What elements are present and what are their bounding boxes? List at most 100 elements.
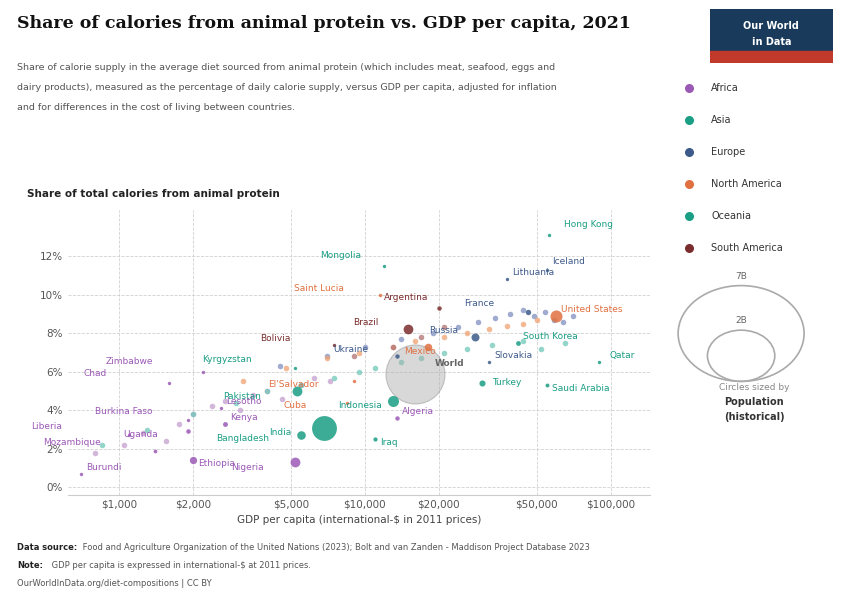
Point [162, 379, 176, 388]
Point [260, 386, 274, 396]
Point [214, 404, 228, 413]
Point [468, 332, 481, 342]
Text: Note:: Note: [17, 561, 43, 570]
Point [323, 377, 337, 386]
Text: Pakistan: Pakistan [223, 392, 261, 401]
Text: Liberia: Liberia [31, 422, 62, 431]
Point [88, 448, 102, 457]
Text: South America: South America [711, 243, 783, 253]
Point [186, 409, 200, 419]
Point [273, 361, 286, 371]
Text: Food and Agriculture Organization of the United Nations (2023); Bolt and van Zan: Food and Agriculture Organization of the… [80, 543, 590, 552]
Point [320, 352, 333, 361]
Point [218, 419, 232, 428]
Point [421, 342, 434, 352]
Point [558, 338, 571, 347]
Text: Mexico: Mexico [404, 347, 435, 356]
Point [136, 428, 150, 438]
Text: Indonesia: Indonesia [338, 401, 382, 410]
Point [528, 311, 541, 321]
Text: (historical): (historical) [724, 412, 785, 422]
Point [353, 367, 366, 377]
Text: North America: North America [711, 179, 782, 189]
Point [592, 358, 606, 367]
Point [317, 423, 331, 433]
Text: Share of calories from animal protein vs. GDP per capita, 2021: Share of calories from animal protein vs… [17, 15, 631, 32]
Point [341, 398, 354, 407]
Point [427, 328, 440, 338]
Point [140, 425, 154, 434]
Point [415, 332, 428, 342]
Text: Data source:: Data source: [17, 543, 77, 552]
Point [294, 431, 308, 440]
Point [501, 275, 514, 284]
Point [347, 352, 360, 361]
Text: Population: Population [724, 397, 785, 407]
Point [386, 396, 400, 406]
Text: dairy products), measured as the percentage of daily calorie supply, versus GDP : dairy products), measured as the percent… [17, 83, 557, 92]
Point [206, 401, 219, 411]
Text: Iraq: Iraq [380, 438, 398, 447]
Text: Our World: Our World [744, 21, 799, 31]
Point [542, 230, 556, 240]
Point [74, 469, 88, 479]
Point [451, 323, 465, 332]
Text: El'Salvador: El'Salvador [269, 380, 319, 389]
Point [218, 396, 232, 406]
Text: Uganda: Uganda [124, 430, 158, 439]
Point [117, 440, 131, 450]
Text: 2B: 2B [735, 316, 747, 325]
Bar [710, 51, 833, 63]
Text: Slovakia: Slovakia [494, 351, 532, 360]
Text: in Data: in Data [751, 37, 791, 47]
Text: Russia: Russia [428, 326, 458, 335]
Text: Circles sized by: Circles sized by [719, 383, 790, 392]
Point [538, 307, 552, 317]
Point [275, 394, 289, 404]
Text: Cuba: Cuba [284, 401, 307, 410]
Point [566, 311, 580, 321]
Point [482, 358, 496, 367]
Text: OurWorldInData.org/diet-compositions | CC BY: OurWorldInData.org/diet-compositions | C… [17, 579, 212, 588]
Point [122, 431, 136, 440]
Text: Oceania: Oceania [711, 211, 751, 221]
Text: Saudi Arabia: Saudi Arabia [552, 384, 609, 393]
Point [181, 427, 195, 436]
Text: Zimbabwe: Zimbabwe [105, 357, 153, 366]
Text: Africa: Africa [711, 83, 739, 93]
Point [511, 338, 524, 347]
Text: Ethiopia: Ethiopia [198, 459, 235, 468]
Point [347, 377, 360, 386]
Point [530, 315, 543, 325]
Point [148, 446, 162, 455]
Point [401, 325, 415, 334]
Point [540, 380, 553, 390]
Point [373, 290, 387, 299]
X-axis label: GDP per capita (international-$ in 2011 prices): GDP per capita (international-$ in 2011 … [237, 515, 481, 526]
Text: Mongolia: Mongolia [320, 251, 361, 260]
Point [377, 261, 391, 271]
Point [482, 325, 496, 334]
Text: Algeria: Algeria [402, 407, 434, 416]
Text: Chad: Chad [84, 368, 107, 377]
Text: Nigeria: Nigeria [231, 463, 264, 472]
Text: GDP per capita is expressed in international-$ at 2011 prices.: GDP per capita is expressed in internati… [49, 561, 311, 570]
Point [485, 340, 499, 350]
Point [549, 311, 563, 321]
Text: India: India [269, 428, 292, 437]
Text: Argentina: Argentina [384, 293, 428, 302]
Point [196, 367, 210, 377]
Point [172, 419, 185, 428]
Point [294, 380, 308, 390]
Text: 7B: 7B [735, 272, 747, 281]
Point [408, 336, 422, 346]
Point [408, 369, 422, 379]
Text: Lithuania: Lithuania [513, 268, 555, 277]
Point [547, 315, 561, 325]
Point [181, 415, 195, 425]
Point [358, 342, 371, 352]
Text: World: World [434, 359, 464, 368]
Point [386, 342, 400, 352]
Point [390, 352, 404, 361]
Point [288, 363, 302, 373]
